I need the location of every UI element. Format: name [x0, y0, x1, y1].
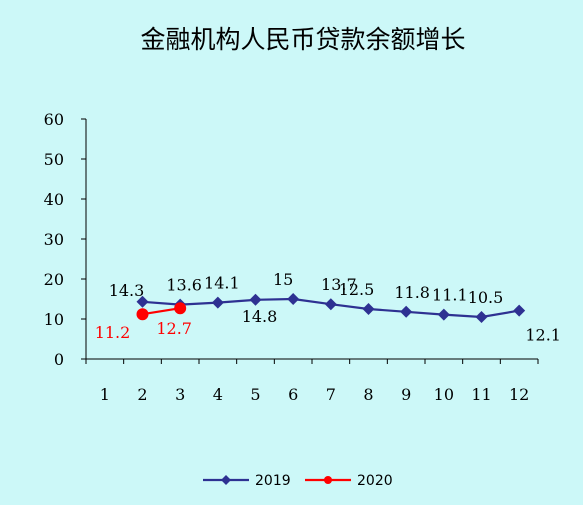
legend-label: 2020	[357, 473, 393, 489]
data-label: 14.8	[242, 307, 278, 326]
x-tick-label: 2	[137, 385, 147, 404]
data-point	[362, 303, 375, 315]
data-label: 15	[273, 270, 293, 289]
data-point	[400, 305, 413, 318]
legend-label: 2019	[255, 473, 291, 489]
data-label: 11.8	[394, 283, 430, 302]
x-tick-label: 6	[288, 385, 298, 404]
data-point	[475, 311, 488, 323]
x-tick-label: 7	[326, 385, 336, 404]
x-tick-label: 5	[250, 385, 260, 404]
x-tick-label: 11	[471, 385, 491, 404]
data-point	[136, 295, 149, 308]
series-line-2020	[142, 307, 181, 316]
data-label: 12.7	[156, 319, 192, 338]
x-tick-label: 8	[363, 385, 373, 404]
legend: 2019 2020	[203, 473, 393, 489]
y-tick-label: 60	[44, 110, 64, 129]
data-label: 14.1	[204, 274, 240, 293]
data-point	[513, 304, 526, 317]
data-point	[249, 293, 262, 306]
y-tick-label: 50	[44, 150, 64, 169]
legend-marker	[221, 475, 231, 485]
x-tick-label: 9	[401, 385, 411, 404]
series-layer	[136, 293, 526, 323]
y-tick-label: 10	[44, 310, 64, 329]
x-tick-label: 3	[175, 385, 185, 404]
data-label: 11.1	[432, 286, 468, 305]
data-point	[211, 296, 224, 309]
x-tick-label: 1	[100, 385, 110, 404]
data-label: 12.5	[339, 280, 375, 299]
y-tick-label: 30	[44, 230, 64, 249]
data-label: 11.2	[95, 323, 131, 342]
y-tick-label: 20	[44, 270, 64, 289]
chart-title: 金融机构人民币贷款余额增长	[140, 25, 465, 54]
x-tick-label: 12	[509, 385, 529, 404]
data-point	[136, 308, 149, 321]
data-label: 12.1	[525, 326, 561, 345]
x-tick-label: 10	[434, 385, 454, 404]
data-point	[324, 298, 337, 311]
data-labels: 14.3 13.6 14.114.8 15 13.712.5 11.8 11.1 10.5 12…	[95, 270, 561, 345]
data-label: 10.5	[468, 288, 504, 307]
data-point	[437, 308, 450, 321]
x-tick-label: 4	[213, 385, 223, 404]
data-point	[174, 302, 187, 315]
data-point	[287, 293, 300, 305]
legend-marker	[324, 476, 332, 484]
y-tick-label: 40	[44, 190, 64, 209]
data-label: 13.7	[321, 275, 357, 294]
y-tick-label: 0	[54, 350, 64, 369]
data-label: 13.6	[166, 276, 202, 295]
data-label: 14.3	[109, 281, 145, 300]
